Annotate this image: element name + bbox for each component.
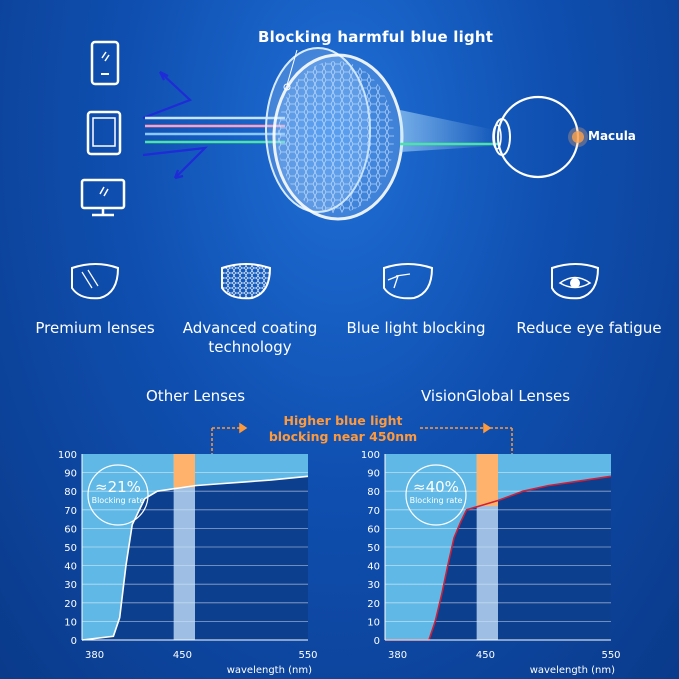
y-tick-label: 60: [64, 524, 77, 535]
right-blocking-badge: ≈40% Blocking rate: [408, 478, 464, 505]
reflected-rays: [142, 71, 209, 180]
y-tick-label: 70: [64, 506, 77, 517]
transmission-curve: [385, 475, 612, 641]
chart-panel-1: 0 10 20 30 40 50 60 70 80 90 100 380 450 550 wavelengt…: [361, 450, 621, 676]
transmitted-beam: [400, 110, 495, 152]
y-tick-label: 40: [64, 562, 77, 573]
x-tick-label: 550: [601, 650, 620, 661]
feature-label-premium: Premium lenses: [35, 319, 155, 337]
x-tick-label: 380: [388, 650, 407, 661]
eye-icon: [551, 263, 600, 300]
y-tick-label: 70: [367, 506, 380, 517]
y-tick-label: 100: [361, 450, 380, 461]
tablet-icon: [86, 110, 122, 156]
left-blocking-value: ≈21%: [95, 478, 141, 496]
incoming-rays: [145, 116, 285, 144]
x-axis-label: wavelength (nm): [227, 665, 312, 676]
feature-icons: [71, 263, 600, 300]
y-tick-label: 20: [367, 599, 380, 610]
y-tick-label: 90: [367, 469, 380, 480]
y-tick-label: 10: [367, 617, 380, 628]
y-tick-label: 90: [64, 469, 77, 480]
highlight-blocked: [173, 454, 195, 488]
phone-icon: [90, 40, 120, 86]
callout-text: Higher blue light blocking near 450nm: [268, 413, 418, 445]
y-tick-label: 0: [71, 636, 77, 647]
y-tick-label: 30: [367, 580, 380, 591]
y-tick-label: 0: [374, 636, 380, 647]
right-chart-heading: VisionGlobal Lenses: [421, 387, 571, 405]
coating-icon: [221, 263, 272, 300]
right-blocking-value: ≈40%: [413, 478, 459, 496]
eye-illustration: [492, 95, 588, 179]
left-chart-heading: Other Lenses: [146, 387, 246, 405]
x-tick-label: 550: [298, 650, 317, 661]
lens-illustration: [265, 47, 404, 221]
y-tick-label: 10: [64, 617, 77, 628]
blue-light-block-icon: [383, 263, 434, 300]
y-tick-label: 50: [64, 543, 77, 554]
highlight-band: [173, 454, 195, 640]
feature-label-blue-light: Blue light blocking: [346, 319, 486, 337]
left-blocking-badge: ≈21% Blocking rate: [90, 478, 146, 505]
macula-label: Macula: [588, 129, 636, 143]
callout-line1: Higher blue light: [283, 413, 403, 428]
left-blocking-label: Blocking rate: [91, 496, 145, 505]
feature-label-eye-fatigue: Reduce eye fatigue: [516, 319, 662, 337]
top-title: Blocking harmful blue light: [258, 28, 494, 46]
feature-label-coating-line2: technology: [208, 338, 292, 356]
y-tick-label: 60: [367, 524, 380, 535]
x-tick-label: 380: [85, 650, 104, 661]
y-tick-label: 20: [64, 599, 77, 610]
lens-icon: [71, 263, 120, 300]
x-tick-label: 450: [476, 650, 495, 661]
y-tick-label: 50: [367, 543, 380, 554]
blocking-badge-ring: [87, 464, 149, 526]
right-blocking-label: Blocking rate: [409, 496, 463, 505]
x-tick-label: 450: [173, 650, 192, 661]
blocking-badge-ring: [405, 464, 467, 526]
callout-line2: blocking near 450nm: [268, 429, 418, 444]
transmission-curve: [81, 475, 309, 641]
feature-label-coating-line1: Advanced coating: [182, 319, 318, 337]
y-tick-label: 100: [58, 450, 77, 461]
highlight-blocked: [476, 454, 498, 507]
chart-panel-0: 0 10 20 30 40 50 60 70 80 90 100 380 450 550 wavelengt…: [58, 450, 318, 676]
y-tick-label: 80: [367, 487, 380, 498]
feature-label-coating: Advanced coating technology: [170, 319, 330, 357]
y-tick-label: 80: [64, 487, 77, 498]
blue-light-illustration: [80, 40, 588, 221]
y-tick-label: 40: [367, 562, 380, 573]
monitor-icon: [80, 178, 126, 217]
x-axis-label: wavelength (nm): [530, 665, 615, 676]
y-tick-label: 30: [64, 580, 77, 591]
